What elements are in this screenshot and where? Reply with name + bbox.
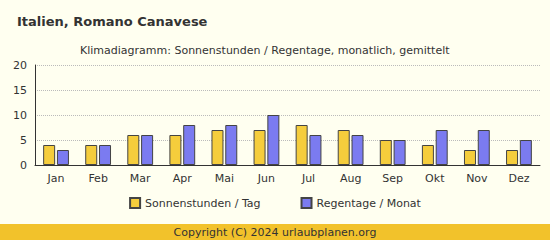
svg-text:Nov: Nov: [466, 172, 488, 185]
svg-text:Jul: Jul: [301, 172, 315, 185]
svg-text:Mar: Mar: [130, 172, 151, 185]
svg-text:Jun: Jun: [257, 172, 275, 185]
svg-text:Dez: Dez: [508, 172, 529, 185]
svg-text:0: 0: [20, 159, 27, 172]
svg-text:Sep: Sep: [382, 172, 403, 185]
svg-text:Klimadiagramm: Sonnenstunden /: Klimadiagramm: Sonnenstunden / Regentage…: [80, 44, 450, 57]
svg-text:20: 20: [13, 59, 27, 72]
svg-text:Okt: Okt: [425, 172, 445, 185]
svg-text:Feb: Feb: [88, 172, 107, 185]
svg-text:Jan: Jan: [47, 172, 65, 185]
svg-text:Copyright (C) 2024 urlaubplane: Copyright (C) 2024 urlaubplanen.org: [174, 226, 377, 239]
svg-text:Regentage / Monat: Regentage / Monat: [317, 197, 422, 210]
svg-text:Aug: Aug: [340, 172, 361, 185]
svg-text:Apr: Apr: [173, 172, 193, 185]
svg-text:10: 10: [13, 109, 27, 122]
svg-text:Sonnenstunden / Tag: Sonnenstunden / Tag: [145, 197, 260, 210]
svg-text:Mai: Mai: [215, 172, 234, 185]
svg-text:15: 15: [13, 84, 27, 97]
svg-text:Italien, Romano Canavese: Italien, Romano Canavese: [17, 14, 208, 29]
svg-text:5: 5: [20, 134, 27, 147]
